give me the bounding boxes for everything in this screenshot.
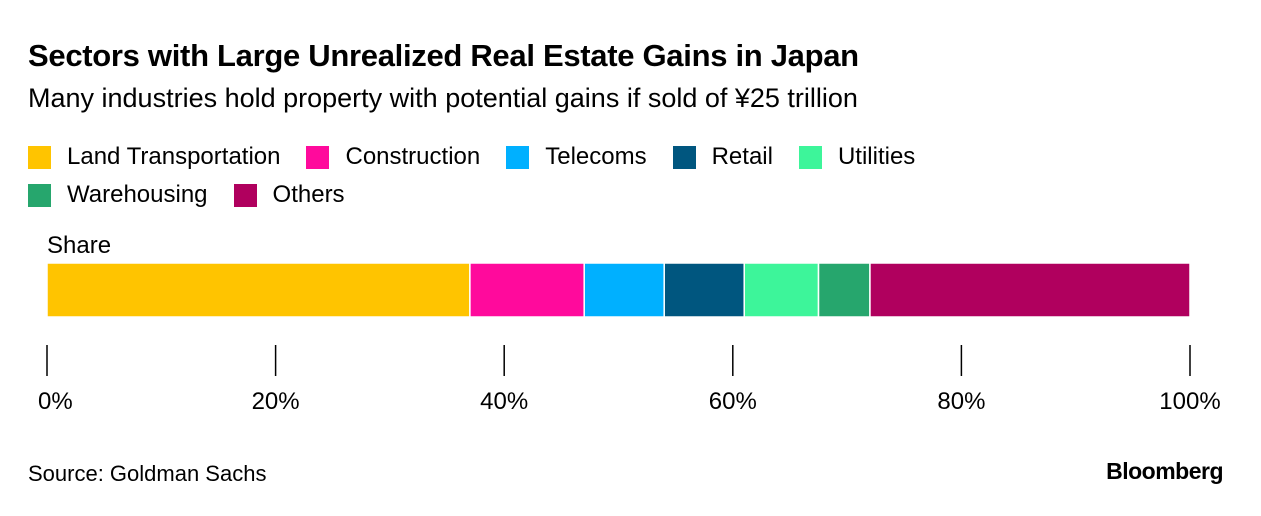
bloomberg-logo: Bloomberg [1106, 458, 1223, 484]
bar-segment-retail [663, 262, 745, 318]
bar-segment-utilities [743, 262, 820, 318]
x-axis: 0% 20% 40% 60% 80% 100% [38, 345, 1221, 415]
legend-item-utilities: Utilities [798, 143, 916, 171]
legend: Land Transportation Construction Telecom… [28, 138, 1128, 214]
tick-label: 100% [1159, 388, 1220, 415]
legend-label: Warehousing [67, 181, 208, 208]
legend-label: Telecoms [545, 143, 647, 170]
legend-swatch [28, 145, 51, 169]
chart-subtitle: Many industries hold property with poten… [28, 83, 858, 113]
legend-label: Others [272, 181, 345, 208]
chart-title: Sectors with Large Unrealized Real Estat… [28, 38, 859, 73]
bar-segment-warehousing [817, 262, 871, 318]
tick-label: 40% [480, 388, 528, 415]
legend-label: Utilities [837, 143, 916, 170]
legend-label: Land Transportation [67, 143, 281, 170]
legend-label: Construction [345, 143, 481, 170]
bar-segments [46, 262, 1191, 318]
legend-swatch [672, 145, 696, 169]
tick-label: 60% [709, 388, 757, 415]
legend-swatch [506, 145, 530, 169]
tick-label: 20% [252, 388, 300, 415]
legend-item-others: Others [233, 181, 345, 209]
legend-row-1: Land Transportation Construction Telecom… [28, 138, 1128, 176]
bar-segment-land-transportation [46, 262, 471, 318]
legend-swatch [306, 145, 330, 169]
legend-swatch [28, 183, 51, 207]
bar-segment-construction [469, 262, 585, 318]
legend-label: Retail [711, 143, 773, 170]
legend-item-warehousing: Warehousing [28, 181, 208, 209]
legend-item-construction: Construction [306, 143, 480, 171]
stacked-bar-chart: Share 0% 20% 40% 60% 80% 100% [38, 232, 1221, 415]
source-note: Source: Goldman Sachs [28, 461, 267, 486]
legend-row-2: Warehousing Others [28, 176, 1128, 214]
bar-segment-telecoms [583, 262, 665, 318]
tick-label: 80% [937, 388, 985, 415]
bar-segment-others [869, 262, 1191, 318]
category-label: Share [47, 232, 111, 259]
legend-swatch [798, 145, 822, 169]
legend-item-telecoms: Telecoms [506, 143, 647, 171]
legend-item-retail: Retail [672, 143, 773, 171]
legend-swatch [233, 183, 257, 207]
legend-item-land-transportation: Land Transportation [28, 143, 280, 171]
tick-label: 0% [38, 388, 73, 415]
